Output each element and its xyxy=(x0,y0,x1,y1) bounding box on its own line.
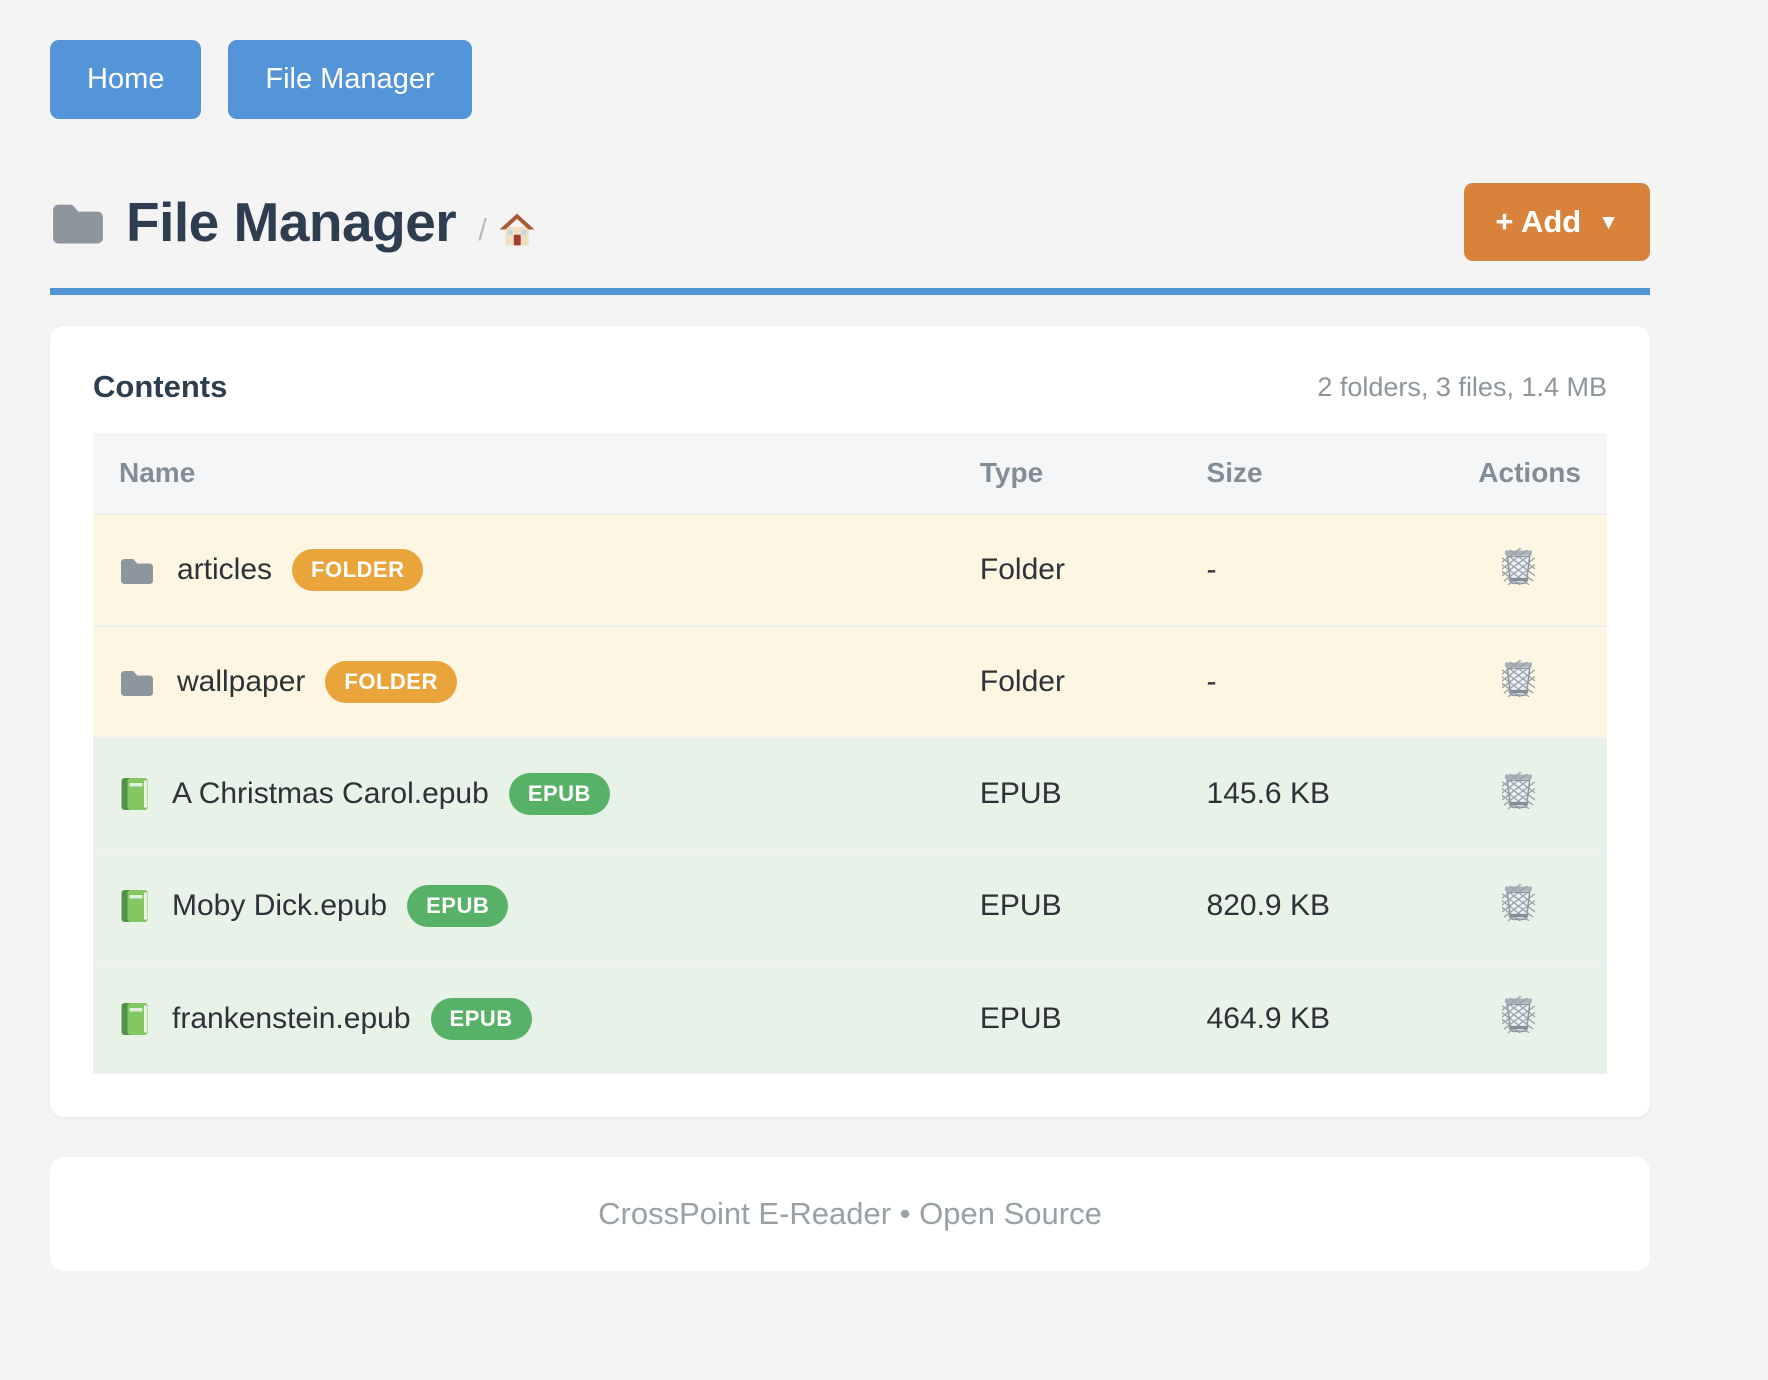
trash-icon xyxy=(1502,996,1535,1033)
footer-card: CrossPoint E-Reader • Open Source xyxy=(50,1157,1650,1271)
contents-card-header: Contents 2 folders, 3 files, 1.4 MB xyxy=(93,369,1607,405)
breadcrumb-separator: / xyxy=(478,212,487,247)
nav-home-button[interactable]: Home xyxy=(50,40,202,119)
table-row: articles FOLDER Folder - xyxy=(93,514,1607,626)
file-name-link[interactable]: frankenstein.epub xyxy=(172,1001,411,1035)
column-header-size: Size xyxy=(1180,433,1453,514)
page: Home File Manager File Manager / + Add ▼… xyxy=(50,0,1650,1331)
footer-text: CrossPoint E-Reader • Open Source xyxy=(598,1196,1102,1231)
book-icon xyxy=(119,1002,150,1036)
folder-name-link[interactable]: articles xyxy=(177,553,273,586)
contents-summary: 2 folders, 3 files, 1.4 MB xyxy=(1317,371,1607,402)
epub-badge: EPUB xyxy=(508,773,610,815)
book-icon xyxy=(119,889,150,923)
add-button-label: + Add xyxy=(1495,204,1582,239)
chevron-down-icon: ▼ xyxy=(1598,210,1619,234)
folder-badge: FOLDER xyxy=(325,661,457,703)
column-header-name: Name xyxy=(93,433,954,514)
delete-button[interactable] xyxy=(1502,996,1535,1033)
nav-file-manager-button[interactable]: File Manager xyxy=(228,40,472,119)
folder-icon xyxy=(119,555,155,586)
delete-button[interactable] xyxy=(1502,660,1535,697)
title-group: File Manager / xyxy=(50,190,535,254)
epub-badge: EPUB xyxy=(430,997,532,1040)
delete-button[interactable] xyxy=(1502,772,1535,809)
delete-button[interactable] xyxy=(1502,548,1535,585)
contents-card: Contents 2 folders, 3 files, 1.4 MB Name… xyxy=(50,326,1650,1117)
page-title: File Manager xyxy=(126,191,457,253)
type-cell: Folder xyxy=(979,665,1065,698)
type-cell: EPUB xyxy=(979,1001,1062,1035)
type-cell: EPUB xyxy=(979,889,1062,922)
table-row: frankenstein.epub EPUB EPUB 464.9 KB xyxy=(93,962,1607,1074)
trash-icon xyxy=(1502,660,1535,697)
size-cell: - xyxy=(1206,665,1217,698)
contents-table: Name Type Size Actions articles FOLDER F… xyxy=(93,433,1607,1074)
file-name-link[interactable]: A Christmas Carol.epub xyxy=(172,777,489,810)
size-cell: - xyxy=(1206,553,1217,586)
column-header-type: Type xyxy=(953,433,1181,514)
contents-heading: Contents xyxy=(93,369,228,404)
page-header: File Manager / + Add ▼ xyxy=(50,183,1650,261)
epub-badge: EPUB xyxy=(407,885,509,927)
size-cell: 820.9 KB xyxy=(1206,889,1330,922)
size-cell: 145.6 KB xyxy=(1206,777,1330,810)
column-header-actions: Actions xyxy=(1452,433,1607,514)
folder-icon xyxy=(119,667,155,698)
folder-badge: FOLDER xyxy=(292,549,424,591)
type-cell: Folder xyxy=(979,553,1065,586)
folder-name-link[interactable]: wallpaper xyxy=(177,665,306,698)
trash-icon xyxy=(1502,884,1535,921)
table-row: wallpaper FOLDER Folder - xyxy=(93,626,1607,738)
type-cell: EPUB xyxy=(979,777,1062,810)
breadcrumb: / xyxy=(478,212,535,248)
size-cell: 464.9 KB xyxy=(1206,1001,1330,1035)
delete-button[interactable] xyxy=(1502,884,1535,921)
trash-icon xyxy=(1502,548,1535,585)
file-name-link[interactable]: Moby Dick.epub xyxy=(172,889,388,922)
table-row: Moby Dick.epub EPUB EPUB 820.9 KB xyxy=(93,850,1607,962)
table-header-row: Name Type Size Actions xyxy=(93,433,1607,514)
book-icon xyxy=(119,777,150,811)
trash-icon xyxy=(1502,772,1535,809)
folder-icon xyxy=(50,199,106,246)
top-nav: Home File Manager xyxy=(50,40,1650,119)
house-icon[interactable] xyxy=(499,213,535,247)
add-button[interactable]: + Add ▼ xyxy=(1464,183,1650,261)
header-divider xyxy=(50,288,1650,295)
table-row: A Christmas Carol.epub EPUB EPUB 145.6 K… xyxy=(93,738,1607,850)
